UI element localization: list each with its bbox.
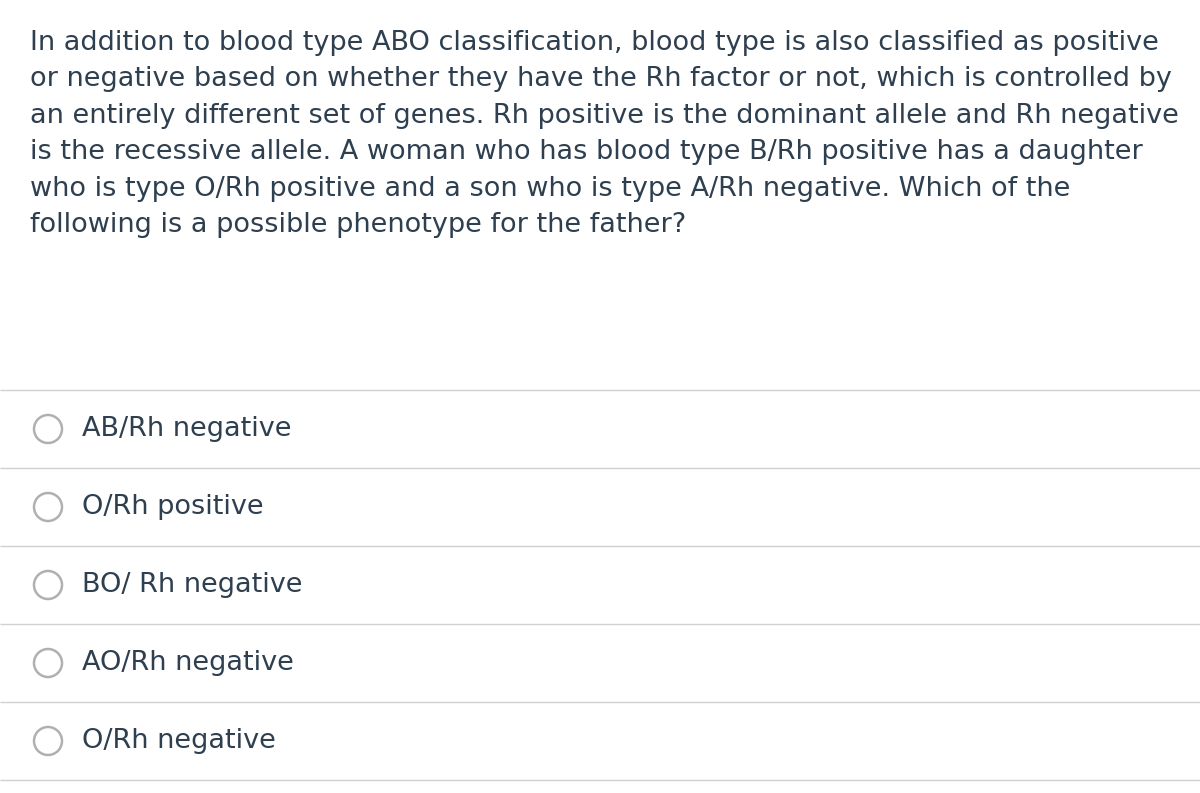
Text: BO/ Rh negative: BO/ Rh negative	[82, 572, 302, 598]
Text: AB/Rh negative: AB/Rh negative	[82, 416, 292, 442]
Text: O/Rh negative: O/Rh negative	[82, 728, 276, 754]
Text: In addition to blood type ABO classification, blood type is also classified as p: In addition to blood type ABO classifica…	[30, 30, 1178, 238]
Text: AO/Rh negative: AO/Rh negative	[82, 650, 294, 676]
Text: O/Rh positive: O/Rh positive	[82, 494, 264, 520]
